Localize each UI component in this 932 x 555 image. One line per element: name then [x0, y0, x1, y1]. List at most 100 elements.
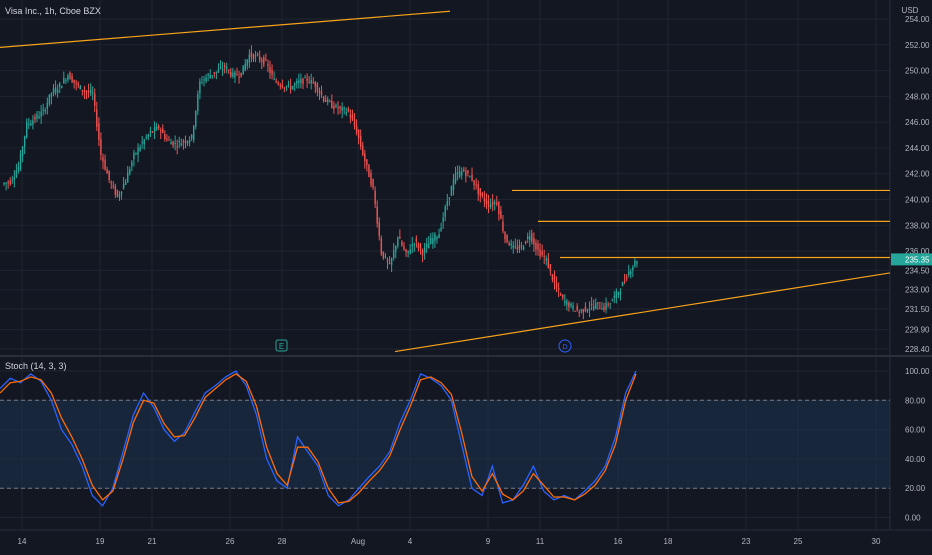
candle-body [159, 130, 162, 132]
candle-body [438, 234, 440, 239]
axes: 254.00252.00250.00248.00246.00244.00242.… [18, 15, 932, 546]
candle-body [118, 194, 121, 197]
candle-body [32, 120, 34, 125]
candle-body [446, 201, 449, 206]
candle-body [636, 261, 638, 264]
price-tick-label: 228.40 [905, 345, 930, 354]
candle-body [122, 183, 125, 189]
candle-body [38, 116, 40, 119]
price-tick-label: 234.50 [905, 266, 930, 275]
earnings-badge [275, 339, 288, 352]
candle-body [203, 79, 205, 81]
candle-body [483, 197, 486, 202]
candle-body [347, 108, 350, 112]
candle-body [289, 85, 292, 90]
candle-body [411, 244, 413, 247]
time-tick-label: 23 [742, 537, 751, 546]
candle-body [23, 136, 26, 147]
candle-body [572, 305, 574, 309]
candle-body [7, 182, 9, 184]
candle-body [271, 69, 273, 75]
candle-body [9, 181, 11, 185]
candle-body [129, 169, 131, 174]
candle-body [475, 184, 477, 186]
candle-body [48, 94, 51, 104]
candle-body [500, 210, 502, 219]
candle-body [15, 171, 18, 177]
candle-body [135, 152, 137, 154]
candle-body [510, 243, 512, 246]
candle-body [456, 172, 459, 174]
stoch-tick-label: 100.00 [905, 367, 930, 376]
candle-body [407, 250, 409, 253]
candle-body [176, 146, 178, 148]
candle-body [34, 116, 36, 120]
candle-body [376, 206, 378, 224]
drawings[interactable] [0, 10, 891, 353]
candle-body [40, 111, 42, 117]
time-tick-label: 30 [872, 537, 881, 546]
time-tick-label: 28 [278, 537, 287, 546]
candle-body [547, 258, 550, 269]
time-tick-label: Aug [351, 537, 365, 546]
candle-body [535, 242, 537, 250]
candle-body [285, 85, 288, 87]
candle-body [568, 302, 570, 308]
candle-body [291, 86, 294, 89]
candle-body [541, 251, 543, 256]
candle-body [44, 110, 46, 112]
candle-body [463, 169, 465, 172]
candle-body [36, 114, 38, 119]
candle-body [172, 141, 174, 146]
candle-body [304, 77, 306, 79]
candle-body [518, 244, 521, 249]
candle-body [50, 92, 53, 97]
candle-body [46, 102, 49, 109]
candle-body [613, 295, 616, 298]
candle-body [77, 83, 79, 86]
candle-body [85, 91, 88, 93]
candle-body [508, 243, 510, 246]
candle-body [553, 275, 556, 284]
candle-body [386, 259, 389, 262]
price-tick-label: 238.00 [905, 221, 930, 230]
candle-body [576, 305, 578, 311]
stoch-tick-label: 0.00 [905, 514, 921, 523]
candle-body [428, 243, 430, 249]
price-tick-label: 244.00 [905, 144, 930, 153]
candle-body [221, 68, 224, 71]
overbought-oversold-band [0, 400, 890, 489]
candle-body [157, 126, 160, 129]
candle-body [372, 179, 374, 188]
candle-body [619, 291, 622, 295]
candle-body [578, 311, 580, 313]
price-tick-label: 254.00 [905, 15, 930, 24]
candle-body [537, 243, 539, 251]
candle-body [322, 96, 325, 102]
stoch-indicator-label[interactable]: Stoch (14, 3, 3) [5, 361, 67, 371]
candle-body [310, 79, 312, 84]
candle-body [570, 303, 572, 307]
candle-body [557, 288, 560, 290]
candle-body [94, 93, 96, 106]
stoch-tick-label: 40.00 [905, 455, 926, 464]
candle-body [493, 202, 496, 204]
time-tick-label: 21 [148, 537, 157, 546]
candle-body [137, 147, 139, 155]
candle-body [127, 172, 129, 183]
candle-body [30, 123, 32, 126]
candle-body [564, 300, 566, 303]
candle-body [349, 114, 352, 118]
candle-body [592, 305, 595, 310]
time-tick-label: 4 [408, 537, 413, 546]
trendline-upper [0, 10, 451, 48]
candle-body [236, 74, 238, 76]
symbol-title[interactable]: Visa Inc., 1h, Cboe BZX [5, 6, 101, 16]
candle-body [223, 65, 226, 68]
candle-body [312, 82, 315, 84]
candle-body [623, 281, 626, 283]
candle-body [506, 235, 508, 243]
